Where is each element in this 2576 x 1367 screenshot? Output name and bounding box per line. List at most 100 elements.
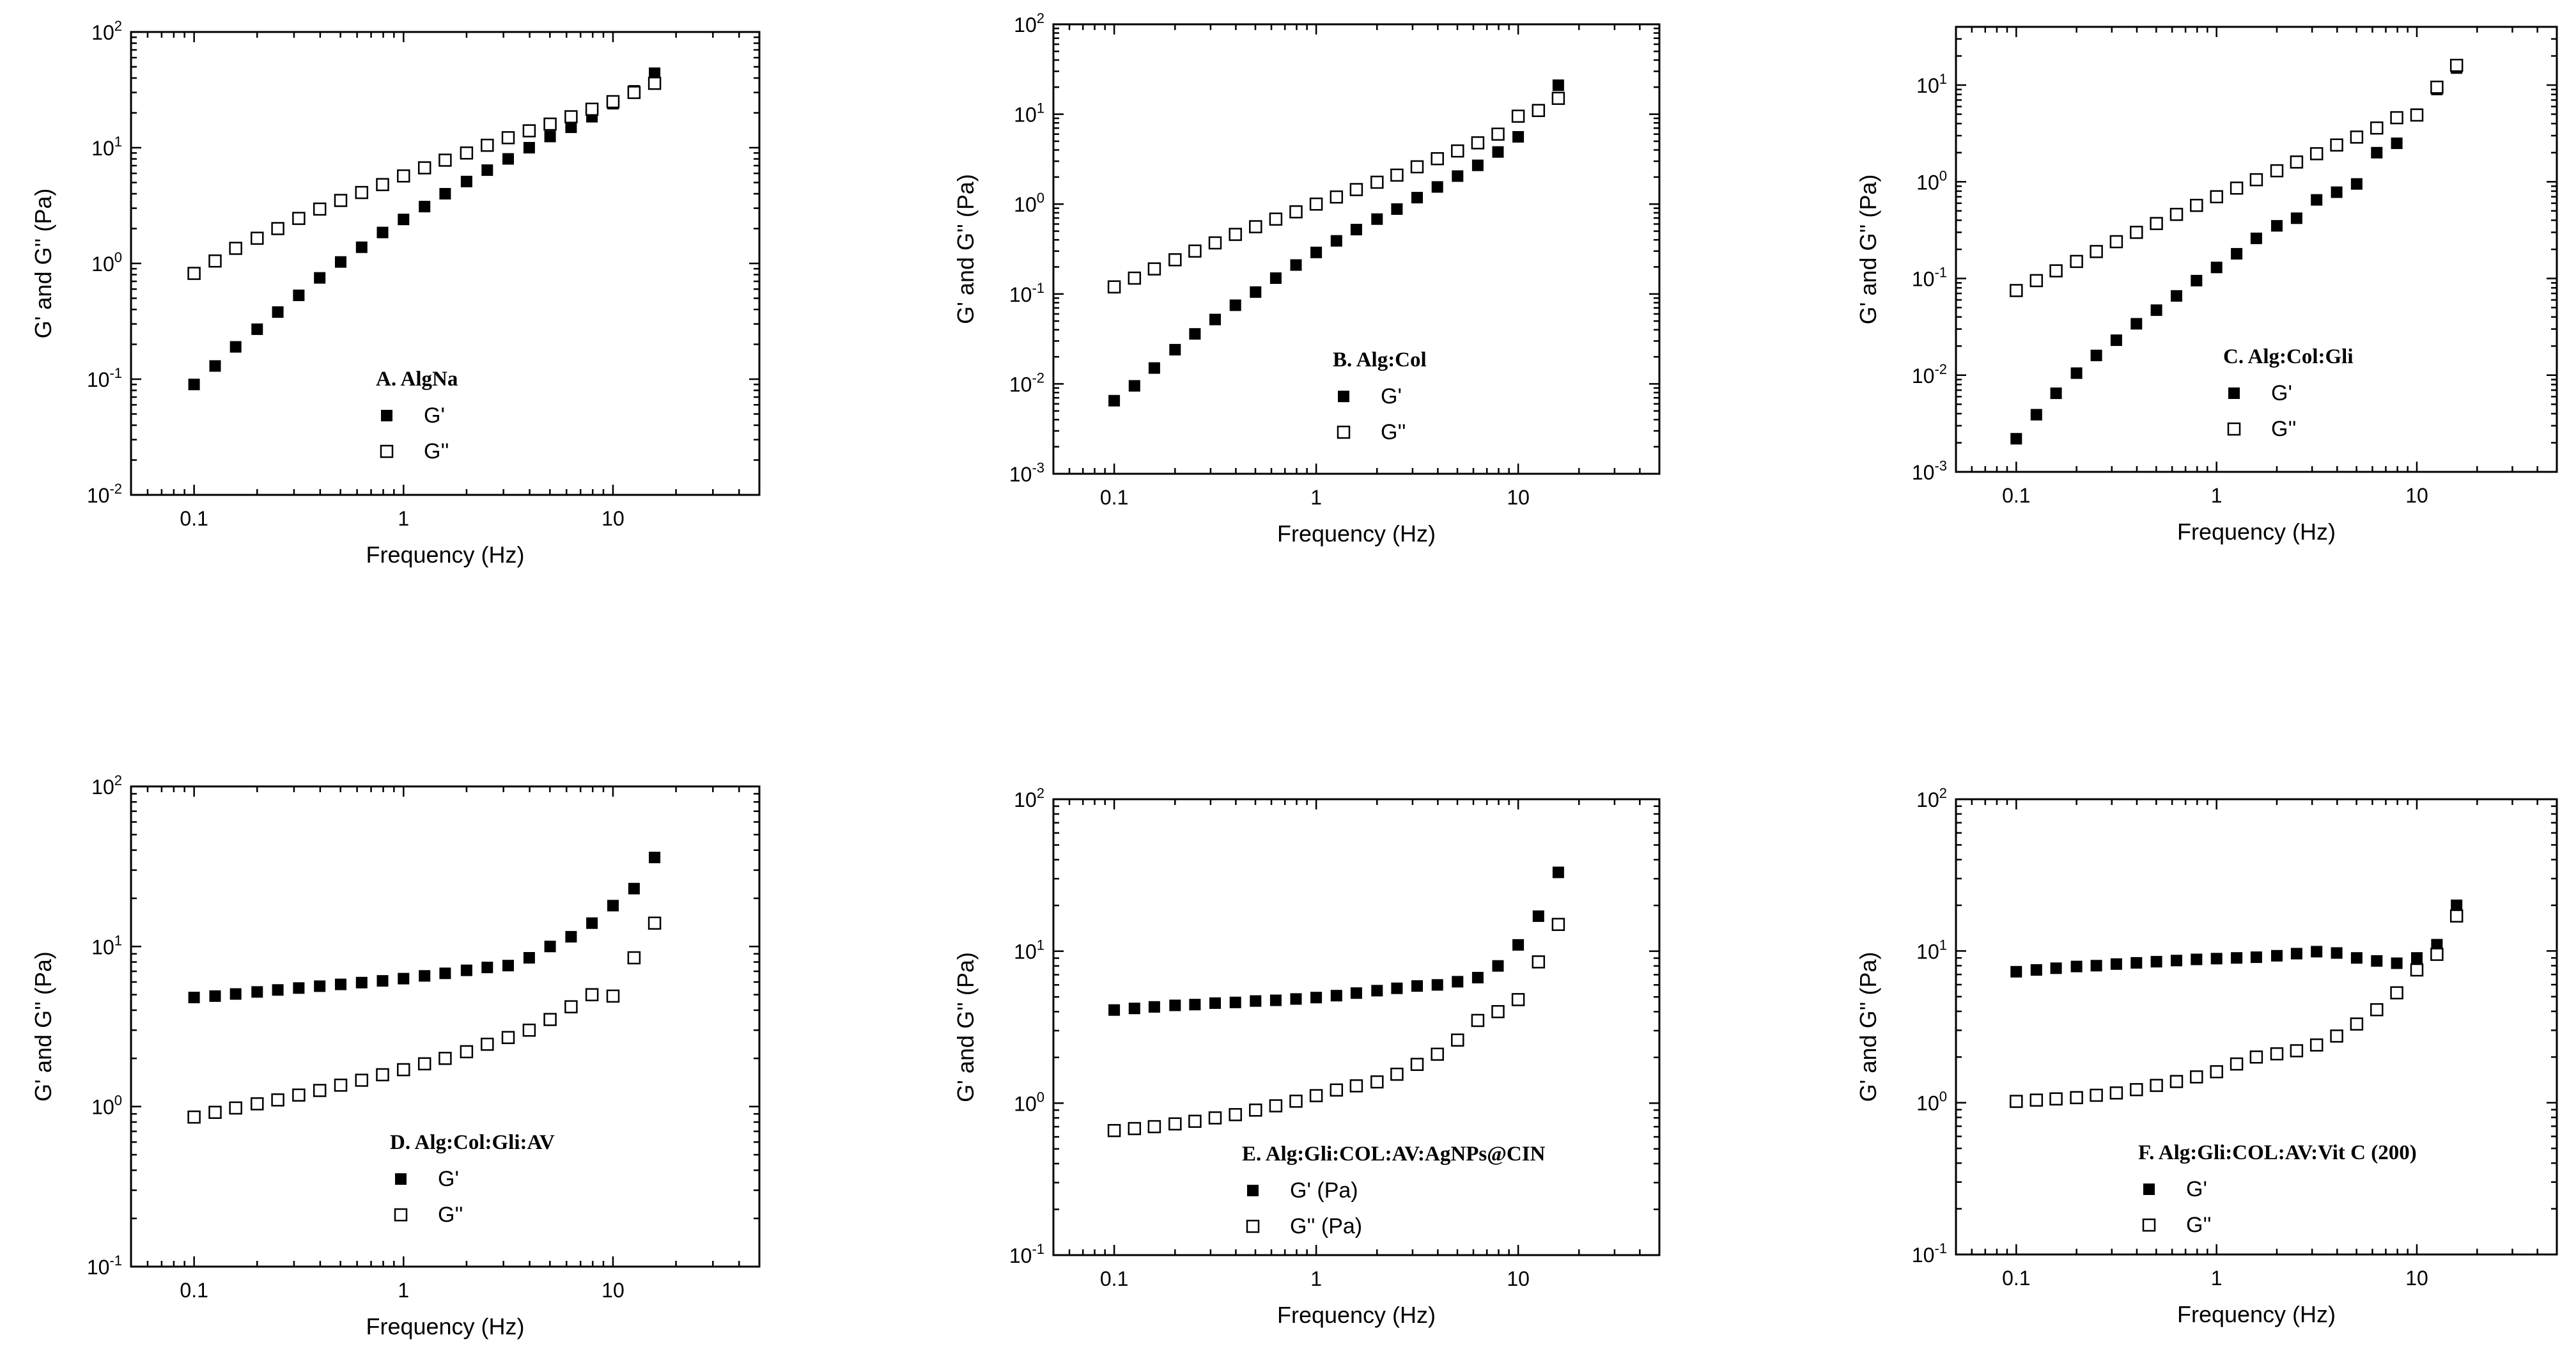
data-point: [376, 1068, 389, 1082]
data-point: [1250, 995, 1262, 1007]
legend: E. Alg:Gli:COL:AV:AgNPs@CIN G' (Pa) G'' (P…: [1242, 1143, 1546, 1238]
data-point: [2449, 909, 2463, 923]
x-axis-title: Frequency (Hz): [2177, 1301, 2336, 1327]
x-tick-label: 1: [1310, 486, 1322, 509]
data-point: [1411, 192, 1423, 204]
data-point: [1471, 159, 1484, 171]
data-point: [2210, 190, 2223, 203]
data-point: [438, 153, 452, 167]
data-point: [2070, 367, 2083, 379]
data-point: [627, 951, 641, 965]
x-tick-label: 10: [601, 1279, 625, 1302]
data-point: [586, 917, 598, 929]
data-point: [585, 988, 599, 1001]
legend-label: G': [424, 403, 445, 428]
data-point: [2049, 1092, 2063, 1105]
chart-panel-5: 0.1 1 10 10-1 100 101 102 Frequency (Hz) G' and …: [952, 785, 1661, 1328]
data-point: [2391, 137, 2403, 150]
data-point: [2210, 262, 2223, 274]
data-point: [293, 289, 305, 301]
panel-title: E. Alg:Gli:COL:AV:AgNPs@CIN: [1242, 1143, 1546, 1166]
data-point: [2109, 1086, 2123, 1100]
y-axis-title: G' and G'' (Pa): [1855, 175, 1881, 325]
legend-marker: [2143, 1183, 2155, 1195]
data-point: [2309, 1038, 2324, 1052]
data-point: [1431, 1047, 1444, 1061]
data-point: [1128, 271, 1142, 285]
panel-title: B. Alg:Col: [1333, 348, 1427, 371]
data-point: [1492, 960, 1504, 972]
data-point: [1148, 1001, 1160, 1013]
legend-label: G'': [438, 1203, 463, 1227]
x-axis-title: Frequency (Hz): [366, 1313, 524, 1340]
data-point: [1512, 939, 1525, 951]
legend-label: G': [1381, 384, 1402, 409]
data-point: [543, 117, 557, 131]
y-tick-label: 100: [91, 249, 122, 276]
data-point: [251, 323, 263, 335]
data-point: [648, 916, 662, 930]
legend-label: G'' (Pa): [1290, 1214, 1362, 1238]
legend: F. Alg:Gli:COL:AV:Vit C (200) G' G'': [2138, 1141, 2417, 1237]
data-point: [2090, 349, 2102, 361]
panel-title: D. Alg:Col:Gli:AV: [390, 1131, 555, 1154]
data-point: [564, 110, 578, 123]
y-tick-label: 10-1: [87, 365, 122, 391]
data-point: [2030, 409, 2042, 421]
y-tick-label: 100: [91, 1093, 122, 1119]
data-point: [1551, 91, 1565, 105]
data-point: [2010, 1095, 2023, 1108]
panel-title: F. Alg:Gli:COL:AV:Vit C (200): [2138, 1141, 2417, 1164]
data-point: [187, 1110, 201, 1124]
data-point: [2271, 949, 2283, 962]
data-point: [188, 992, 200, 1004]
data-point: [355, 241, 368, 253]
data-point: [1431, 181, 1443, 193]
data-point: [1289, 205, 1303, 219]
data-point: [1208, 236, 1222, 250]
plot-frame: [1955, 798, 2558, 1256]
data-point: [376, 975, 389, 987]
data-point: [2411, 952, 2423, 964]
data-point: [2370, 1003, 2384, 1017]
data-point: [1452, 170, 1464, 182]
data-point: [229, 988, 242, 1000]
y-tick-label: 10-2: [1009, 370, 1044, 396]
data-point: [2070, 960, 2083, 973]
data-point: [1552, 866, 1564, 879]
y-tick-label: 10-1: [1912, 265, 1947, 291]
data-point: [1330, 190, 1344, 204]
data-point: [2330, 138, 2343, 152]
data-point: [293, 982, 305, 994]
data-point: [313, 202, 327, 216]
data-point: [523, 952, 535, 964]
data-point: [187, 267, 201, 280]
data-point: [2190, 1070, 2203, 1084]
data-point: [2309, 147, 2324, 160]
data-point: [1209, 997, 1221, 1009]
data-point: [251, 1097, 264, 1111]
data-point: [2150, 956, 2162, 968]
data-point: [2230, 1057, 2244, 1071]
data-point: [397, 1063, 410, 1077]
legend: D. Alg:Col:Gli:AV G' G'': [390, 1131, 555, 1227]
data-point: [2010, 433, 2022, 445]
legend: A. AlgNa G' G'': [376, 368, 458, 464]
data-point: [251, 231, 264, 245]
data-point: [2350, 130, 2364, 144]
y-tick-label: 10-2: [87, 481, 122, 507]
data-point: [2050, 962, 2062, 974]
data-point: [481, 962, 493, 974]
data-point: [1411, 980, 1423, 992]
y-tick-label: 101: [1014, 100, 1044, 127]
y-axis-title: G' and G'' (Pa): [30, 951, 56, 1102]
data-point: [2190, 198, 2203, 212]
data-point: [2029, 1093, 2044, 1107]
data-point: [209, 360, 221, 372]
data-point: [2449, 58, 2463, 72]
data-point: [1107, 1123, 1121, 1137]
data-point: [398, 973, 410, 985]
data-point: [1148, 362, 1160, 374]
legend-marker: [394, 1208, 408, 1222]
